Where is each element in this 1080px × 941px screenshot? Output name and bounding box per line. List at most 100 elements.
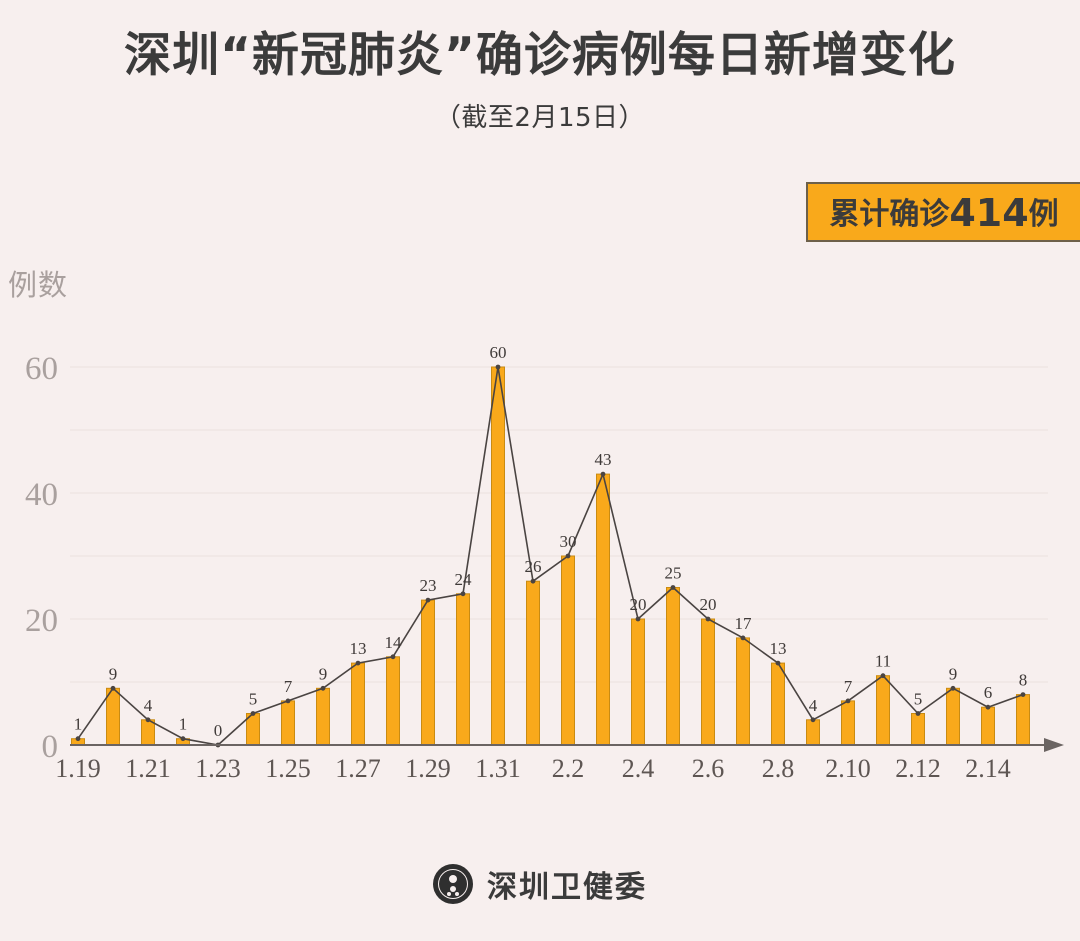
data-value-label: 9 bbox=[949, 664, 958, 683]
x-axis-tick-label: 2.6 bbox=[692, 754, 725, 783]
bar bbox=[736, 637, 750, 746]
data-point-marker bbox=[495, 364, 501, 370]
bar bbox=[281, 700, 295, 746]
data-value-label: 5 bbox=[249, 690, 258, 709]
x-axis-tick-label: 1.21 bbox=[125, 754, 171, 783]
y-axis-tick-label: 40 bbox=[25, 477, 58, 513]
data-point-marker bbox=[460, 591, 466, 597]
bar bbox=[596, 473, 610, 746]
data-point-marker bbox=[355, 660, 361, 666]
page-subtitle: （截至2月15日） bbox=[434, 102, 646, 133]
data-value-label: 4 bbox=[144, 696, 153, 715]
x-axis-arrow-icon bbox=[1044, 738, 1064, 752]
data-value-label: 5 bbox=[914, 690, 923, 709]
total-confirmed-text: 累计确诊414例 bbox=[829, 189, 1058, 235]
data-point-marker bbox=[1020, 692, 1026, 697]
data-point-marker bbox=[845, 698, 851, 704]
data-point-marker bbox=[110, 685, 116, 691]
data-value-label: 20 bbox=[700, 595, 717, 614]
bar bbox=[106, 687, 120, 746]
y-axis-label: 例数 bbox=[8, 268, 69, 302]
x-axis-tick-label: 2.2 bbox=[552, 754, 585, 783]
badge-suffix-label: 例 bbox=[1028, 197, 1059, 232]
data-point-marker bbox=[145, 717, 151, 723]
bar bbox=[421, 599, 435, 746]
bar bbox=[631, 618, 645, 746]
data-point-marker bbox=[565, 553, 571, 559]
y-axis-tick-label: 0 bbox=[42, 729, 59, 765]
bar bbox=[316, 687, 330, 746]
bar bbox=[771, 662, 785, 746]
bar bbox=[141, 719, 155, 746]
data-value-label: 8 bbox=[1019, 671, 1028, 690]
data-value-label: 26 bbox=[525, 557, 542, 576]
bar bbox=[386, 656, 400, 746]
chart-container: 例数 0 20 40 60 1 9 4 1 0 5 7 9 13 14 23 24 60 26 30 43 20 25 20… bbox=[0, 262, 1080, 802]
x-axis-tick-label: 1.27 bbox=[335, 754, 381, 783]
bar bbox=[981, 706, 995, 746]
data-point-marker bbox=[950, 685, 956, 691]
data-value-label: 7 bbox=[284, 677, 293, 696]
data-point-marker bbox=[75, 736, 81, 742]
data-value-label: 9 bbox=[109, 664, 118, 683]
data-value-label: 9 bbox=[319, 664, 328, 683]
data-point-marker bbox=[320, 685, 326, 691]
data-value-label: 4 bbox=[809, 696, 818, 715]
data-point-marker bbox=[285, 698, 291, 704]
data-value-label: 20 bbox=[630, 595, 647, 614]
data-value-label: 11 bbox=[875, 652, 891, 671]
y-axis-tick-label: 20 bbox=[25, 603, 58, 639]
data-point-marker bbox=[705, 616, 711, 622]
data-value-label: 25 bbox=[665, 564, 682, 583]
data-value-label: 43 bbox=[595, 450, 612, 469]
bar bbox=[351, 662, 365, 746]
x-axis-tick-label: 1.25 bbox=[265, 754, 311, 783]
data-value-label: 0 bbox=[214, 721, 223, 740]
chart-footer: 深圳卫健委 bbox=[0, 862, 1080, 906]
data-point-marker bbox=[530, 578, 536, 584]
data-value-label: 1 bbox=[179, 715, 188, 734]
data-point-marker bbox=[775, 660, 781, 666]
data-value-label: 30 bbox=[560, 532, 577, 551]
data-value-label: 23 bbox=[420, 576, 437, 595]
bar bbox=[666, 587, 680, 746]
bar bbox=[841, 700, 855, 746]
x-axis-tick-label: 2.14 bbox=[965, 754, 1011, 783]
data-point-marker bbox=[390, 654, 396, 660]
data-value-label: 13 bbox=[350, 639, 367, 658]
x-axis-tick-label: 1.31 bbox=[475, 754, 521, 783]
data-point-marker bbox=[425, 597, 431, 603]
footer-org-name: 深圳卫健委 bbox=[487, 870, 647, 905]
data-value-label: 7 bbox=[844, 677, 853, 696]
bar bbox=[946, 687, 960, 746]
shenzhen-health-logo-icon bbox=[433, 864, 473, 904]
data-point-marker bbox=[670, 585, 676, 590]
data-point-marker bbox=[880, 673, 886, 679]
data-value-label: 17 bbox=[735, 614, 753, 633]
data-value-label: 1 bbox=[74, 715, 83, 734]
bar bbox=[1016, 694, 1030, 746]
data-point-marker bbox=[635, 616, 641, 622]
bar bbox=[806, 719, 820, 746]
data-point-marker bbox=[600, 471, 606, 477]
data-point-marker bbox=[985, 704, 991, 710]
chart-header: 深圳“新冠肺炎”确诊病例每日新增变化 （截至2月15日） bbox=[0, 0, 1080, 134]
data-value-label: 13 bbox=[770, 639, 787, 658]
x-axis-tick-label: 2.12 bbox=[895, 754, 941, 783]
bar bbox=[526, 580, 540, 746]
page-title: 深圳“新冠肺炎”确诊病例每日新增变化 bbox=[124, 28, 956, 83]
data-value-label: 6 bbox=[984, 683, 993, 702]
total-confirmed-badge: 累计确诊414例 bbox=[806, 182, 1080, 242]
data-point-marker bbox=[915, 711, 921, 716]
bar bbox=[911, 713, 925, 746]
data-point-marker bbox=[740, 635, 746, 641]
trend-line bbox=[77, 366, 1024, 746]
bar bbox=[491, 366, 505, 746]
x-axis-tick-label: 2.10 bbox=[825, 754, 871, 783]
data-value-label: 60 bbox=[490, 343, 507, 362]
x-axis-tick-label: 1.29 bbox=[405, 754, 451, 783]
y-axis-tick-label: 60 bbox=[25, 351, 58, 387]
badge-number: 414 bbox=[949, 191, 1029, 235]
data-point-marker bbox=[250, 711, 256, 716]
